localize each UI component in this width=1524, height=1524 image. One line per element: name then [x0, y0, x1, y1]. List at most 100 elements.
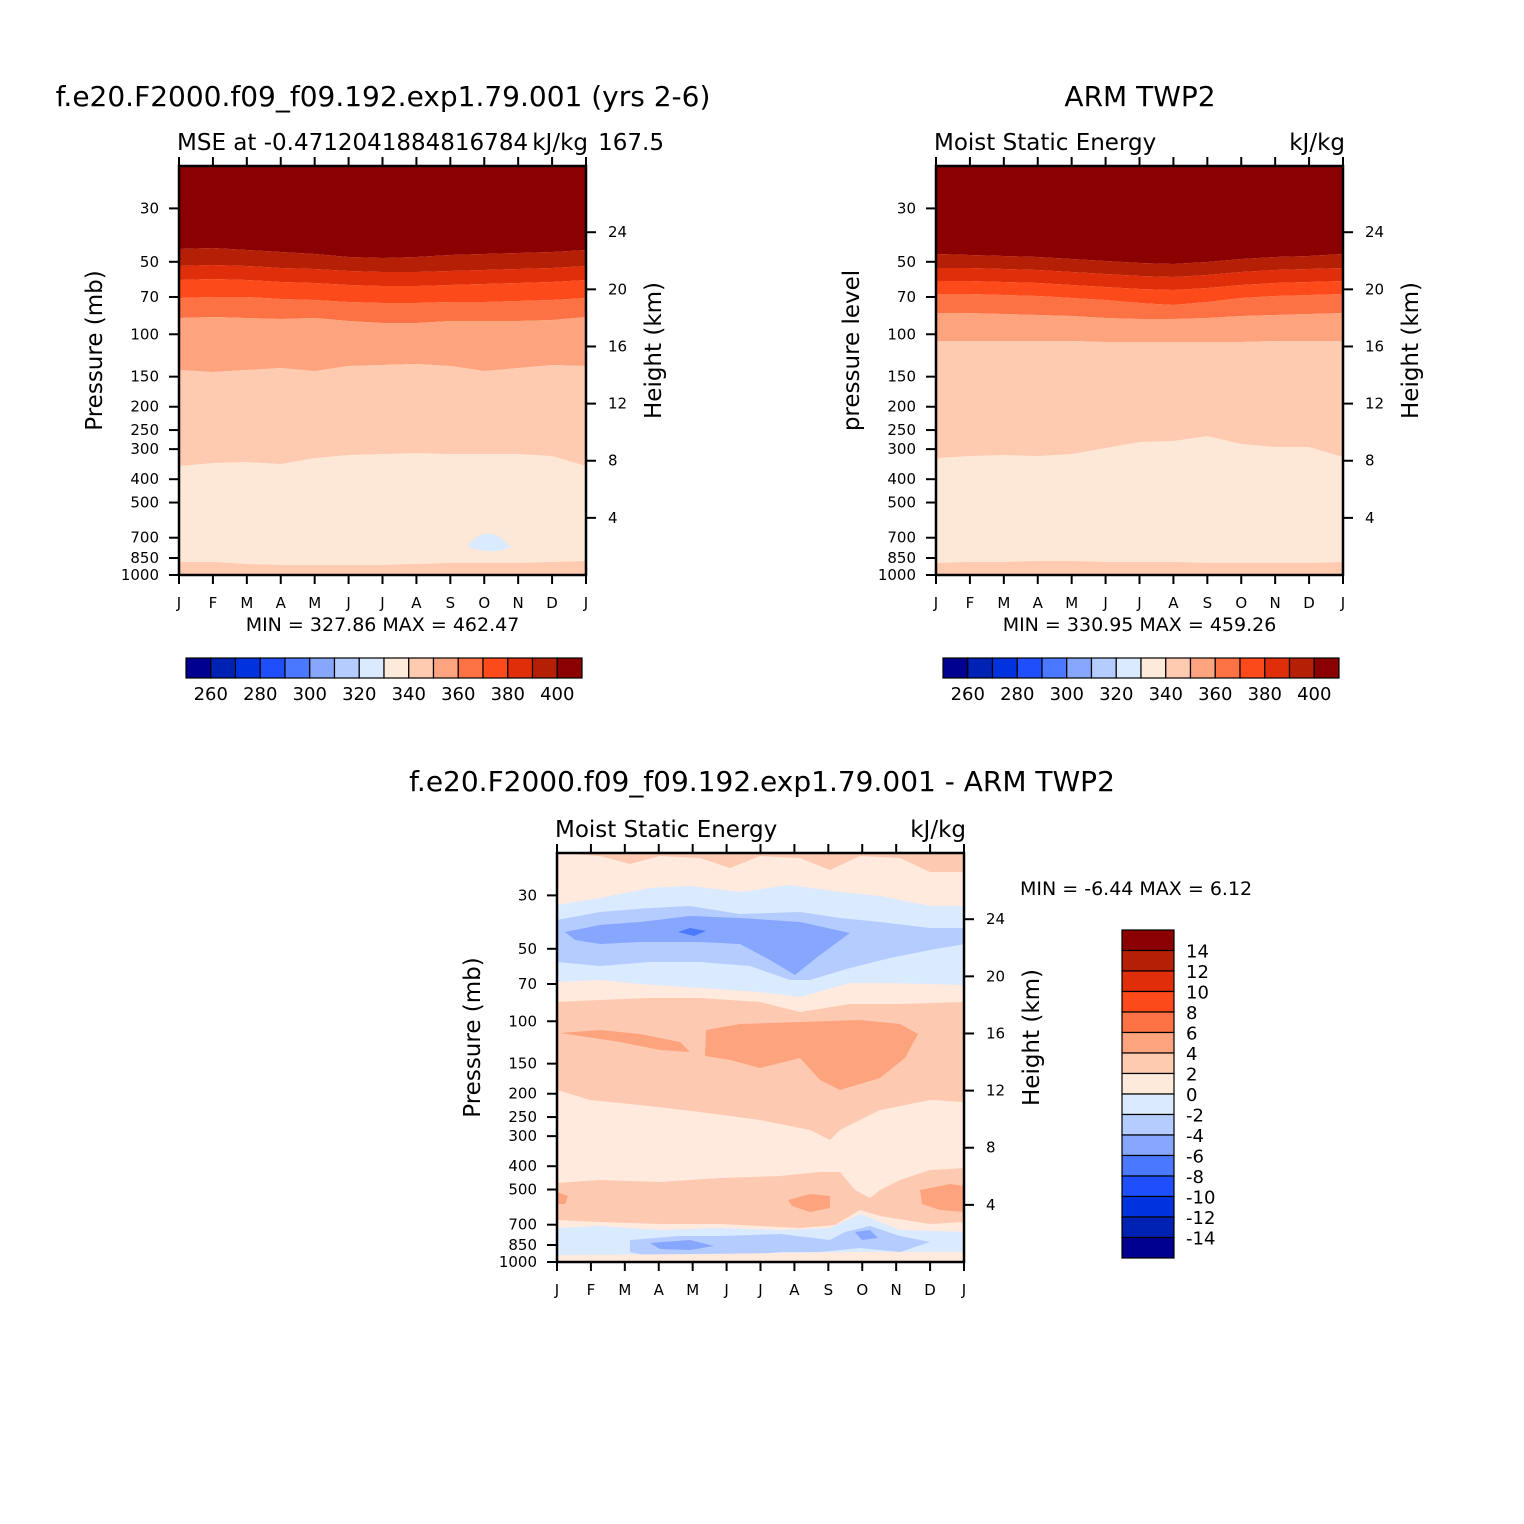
colorbar-box: [967, 657, 994, 679]
band-surface: [936, 561, 1343, 575]
min-max-stats: MIN = -6.44 MAX = 6.12: [1020, 878, 1252, 900]
model-panel: f.e20.F2000.f09_f09.192.exp1.79.001 (yrs…: [56, 80, 711, 705]
height-tick-label: 24: [986, 910, 1005, 928]
diff-colorbar-label: 10: [1186, 983, 1209, 1004]
y-tick-label: 70: [518, 975, 537, 993]
x-tick-label: J: [757, 1281, 762, 1299]
y-tick-label: 500: [130, 494, 159, 512]
subtitle-left: Moist Static Energy: [934, 130, 1156, 156]
diff-colorbar-box: [1121, 1113, 1175, 1136]
height-tick-label: 16: [986, 1024, 1005, 1042]
y-tick-label: 700: [130, 529, 159, 547]
x-tick-label: N: [1270, 594, 1281, 612]
diff-colorbar-box: [1121, 949, 1175, 972]
x-tick-label: S: [824, 1281, 834, 1299]
y-tick-label: 150: [130, 368, 159, 386]
y-tick-label: 1000: [121, 566, 159, 584]
diff-band-neg8: [678, 928, 706, 936]
colorbar-label: 360: [441, 684, 475, 705]
diff-colorbar-box: [1121, 1195, 1175, 1218]
x-tick-label: S: [446, 594, 456, 612]
y-axis-label: Pressure (mb): [460, 957, 486, 1117]
model-panel-title: f.e20.F2000.f09_f09.192.exp1.79.001 (yrs…: [56, 80, 711, 113]
height-tick-label: 12: [608, 395, 627, 413]
y-tick-label: 400: [130, 470, 159, 488]
colorbar-box: [358, 657, 385, 679]
height-tick-label: 12: [1365, 395, 1384, 413]
x-tick-label: J: [583, 594, 588, 612]
x-tick-label: J: [176, 594, 181, 612]
diff-colorbar-label: -6: [1186, 1147, 1204, 1168]
subtitle-right: kJ/kg: [1289, 130, 1345, 156]
diff-band-pos4-mid-a: [788, 1194, 830, 1212]
band-340: [179, 364, 586, 466]
x-tick-label: N: [891, 1281, 902, 1299]
diff-band-surface: [557, 1252, 965, 1262]
y-tick-label: 700: [887, 529, 916, 547]
colorbar-box: [1313, 657, 1340, 679]
colorbar-label: 340: [392, 684, 426, 705]
difference-panel: f.e20.F2000.f09_f09.192.exp1.79.001 - AR…: [409, 765, 1252, 1299]
y-tick-label: 500: [508, 1181, 537, 1199]
x-tick-label: F: [966, 594, 975, 612]
band-370: [936, 281, 1343, 305]
diff-colorbar-box: [1121, 1031, 1175, 1054]
y-tick-label: 100: [508, 1012, 537, 1030]
min-max-stats: MIN = 330.95 MAX = 459.26: [1003, 614, 1277, 636]
x-tick-label: F: [587, 1281, 596, 1299]
subtitle-left: Moist Static Energy: [555, 817, 777, 843]
band-360: [179, 297, 586, 323]
band-360: [936, 294, 1343, 319]
y-tick-label: 1000: [878, 566, 916, 584]
x-tick-label: M: [997, 594, 1010, 612]
height-axis-label: Height (km): [1019, 969, 1045, 1106]
colorbar-label: 380: [491, 684, 525, 705]
colorbar-box: [1090, 657, 1117, 679]
colorbar-box: [531, 657, 558, 679]
diff-band-pos2-mid: [557, 1168, 965, 1228]
diff-colorbar-box: [1121, 990, 1175, 1013]
colorbar-box: [408, 657, 435, 679]
band-surface: [179, 561, 586, 575]
diff-band-pos4-mid-c: [557, 1192, 568, 1204]
diff-colorbar-box: [1121, 1093, 1175, 1116]
y-tick-label: 70: [140, 288, 159, 306]
diff-colorbar-box: [1121, 929, 1175, 952]
colorbar-label: 300: [1050, 684, 1084, 705]
x-tick-label: J: [723, 1281, 728, 1299]
colorbar-box: [1264, 657, 1291, 679]
colorbar-label: 260: [194, 684, 228, 705]
height-tick-label: 24: [608, 223, 627, 241]
diff-colorbar-box: [1121, 1072, 1175, 1095]
y-tick-label: 150: [887, 368, 916, 386]
min-max-stats: MIN = 327.86 MAX = 462.47: [246, 614, 520, 636]
height-tick-label: 8: [986, 1139, 996, 1157]
height-tick-label: 8: [608, 452, 618, 470]
y-tick-label: 400: [887, 470, 916, 488]
subtitle-left: MSE at -0.4712041884816784: [177, 130, 528, 156]
height-tick-label: 4: [608, 509, 618, 527]
height-axis-label: Height (km): [1398, 282, 1424, 419]
x-tick-label: J: [1340, 594, 1345, 612]
y-tick-label: 300: [887, 440, 916, 458]
subtitle-right: kJ/kg: [910, 817, 966, 843]
colorbar-box: [309, 657, 336, 679]
band-400: [936, 166, 1343, 264]
x-tick-label: M: [686, 1281, 699, 1299]
colorbar-box: [1288, 657, 1315, 679]
diff-colorbar-box: [1121, 1154, 1175, 1177]
y-tick-label: 850: [508, 1236, 537, 1254]
subtitle-extra: 167.5: [598, 130, 664, 156]
x-tick-label: J: [1102, 594, 1107, 612]
diff-band-neg6: [565, 916, 850, 975]
y-tick-label: 250: [887, 421, 916, 439]
x-tick-label: J: [345, 594, 350, 612]
y-tick-label: 200: [887, 398, 916, 416]
colorbar-box: [284, 657, 311, 679]
y-axis-label: Pressure (mb): [82, 270, 108, 430]
height-tick-label: 16: [608, 337, 627, 355]
colorbar-label: 380: [1248, 684, 1282, 705]
diff-colorbar-box: [1121, 1011, 1175, 1034]
